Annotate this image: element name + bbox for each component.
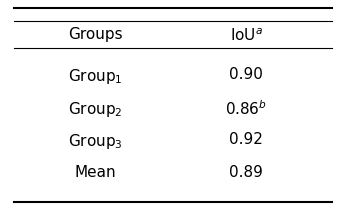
Text: 0.90: 0.90 xyxy=(229,67,263,82)
Text: IoU$^{a}$: IoU$^{a}$ xyxy=(230,27,263,44)
Text: Group$_3$: Group$_3$ xyxy=(68,132,123,151)
Text: Group$_1$: Group$_1$ xyxy=(68,67,123,86)
Text: Groups: Groups xyxy=(68,27,123,42)
Text: Group$_2$: Group$_2$ xyxy=(68,100,123,119)
Text: Mean: Mean xyxy=(75,165,117,180)
Text: 0.86$^{b}$: 0.86$^{b}$ xyxy=(225,100,267,118)
Text: 0.92: 0.92 xyxy=(229,132,263,147)
Text: 0.89: 0.89 xyxy=(229,165,263,180)
